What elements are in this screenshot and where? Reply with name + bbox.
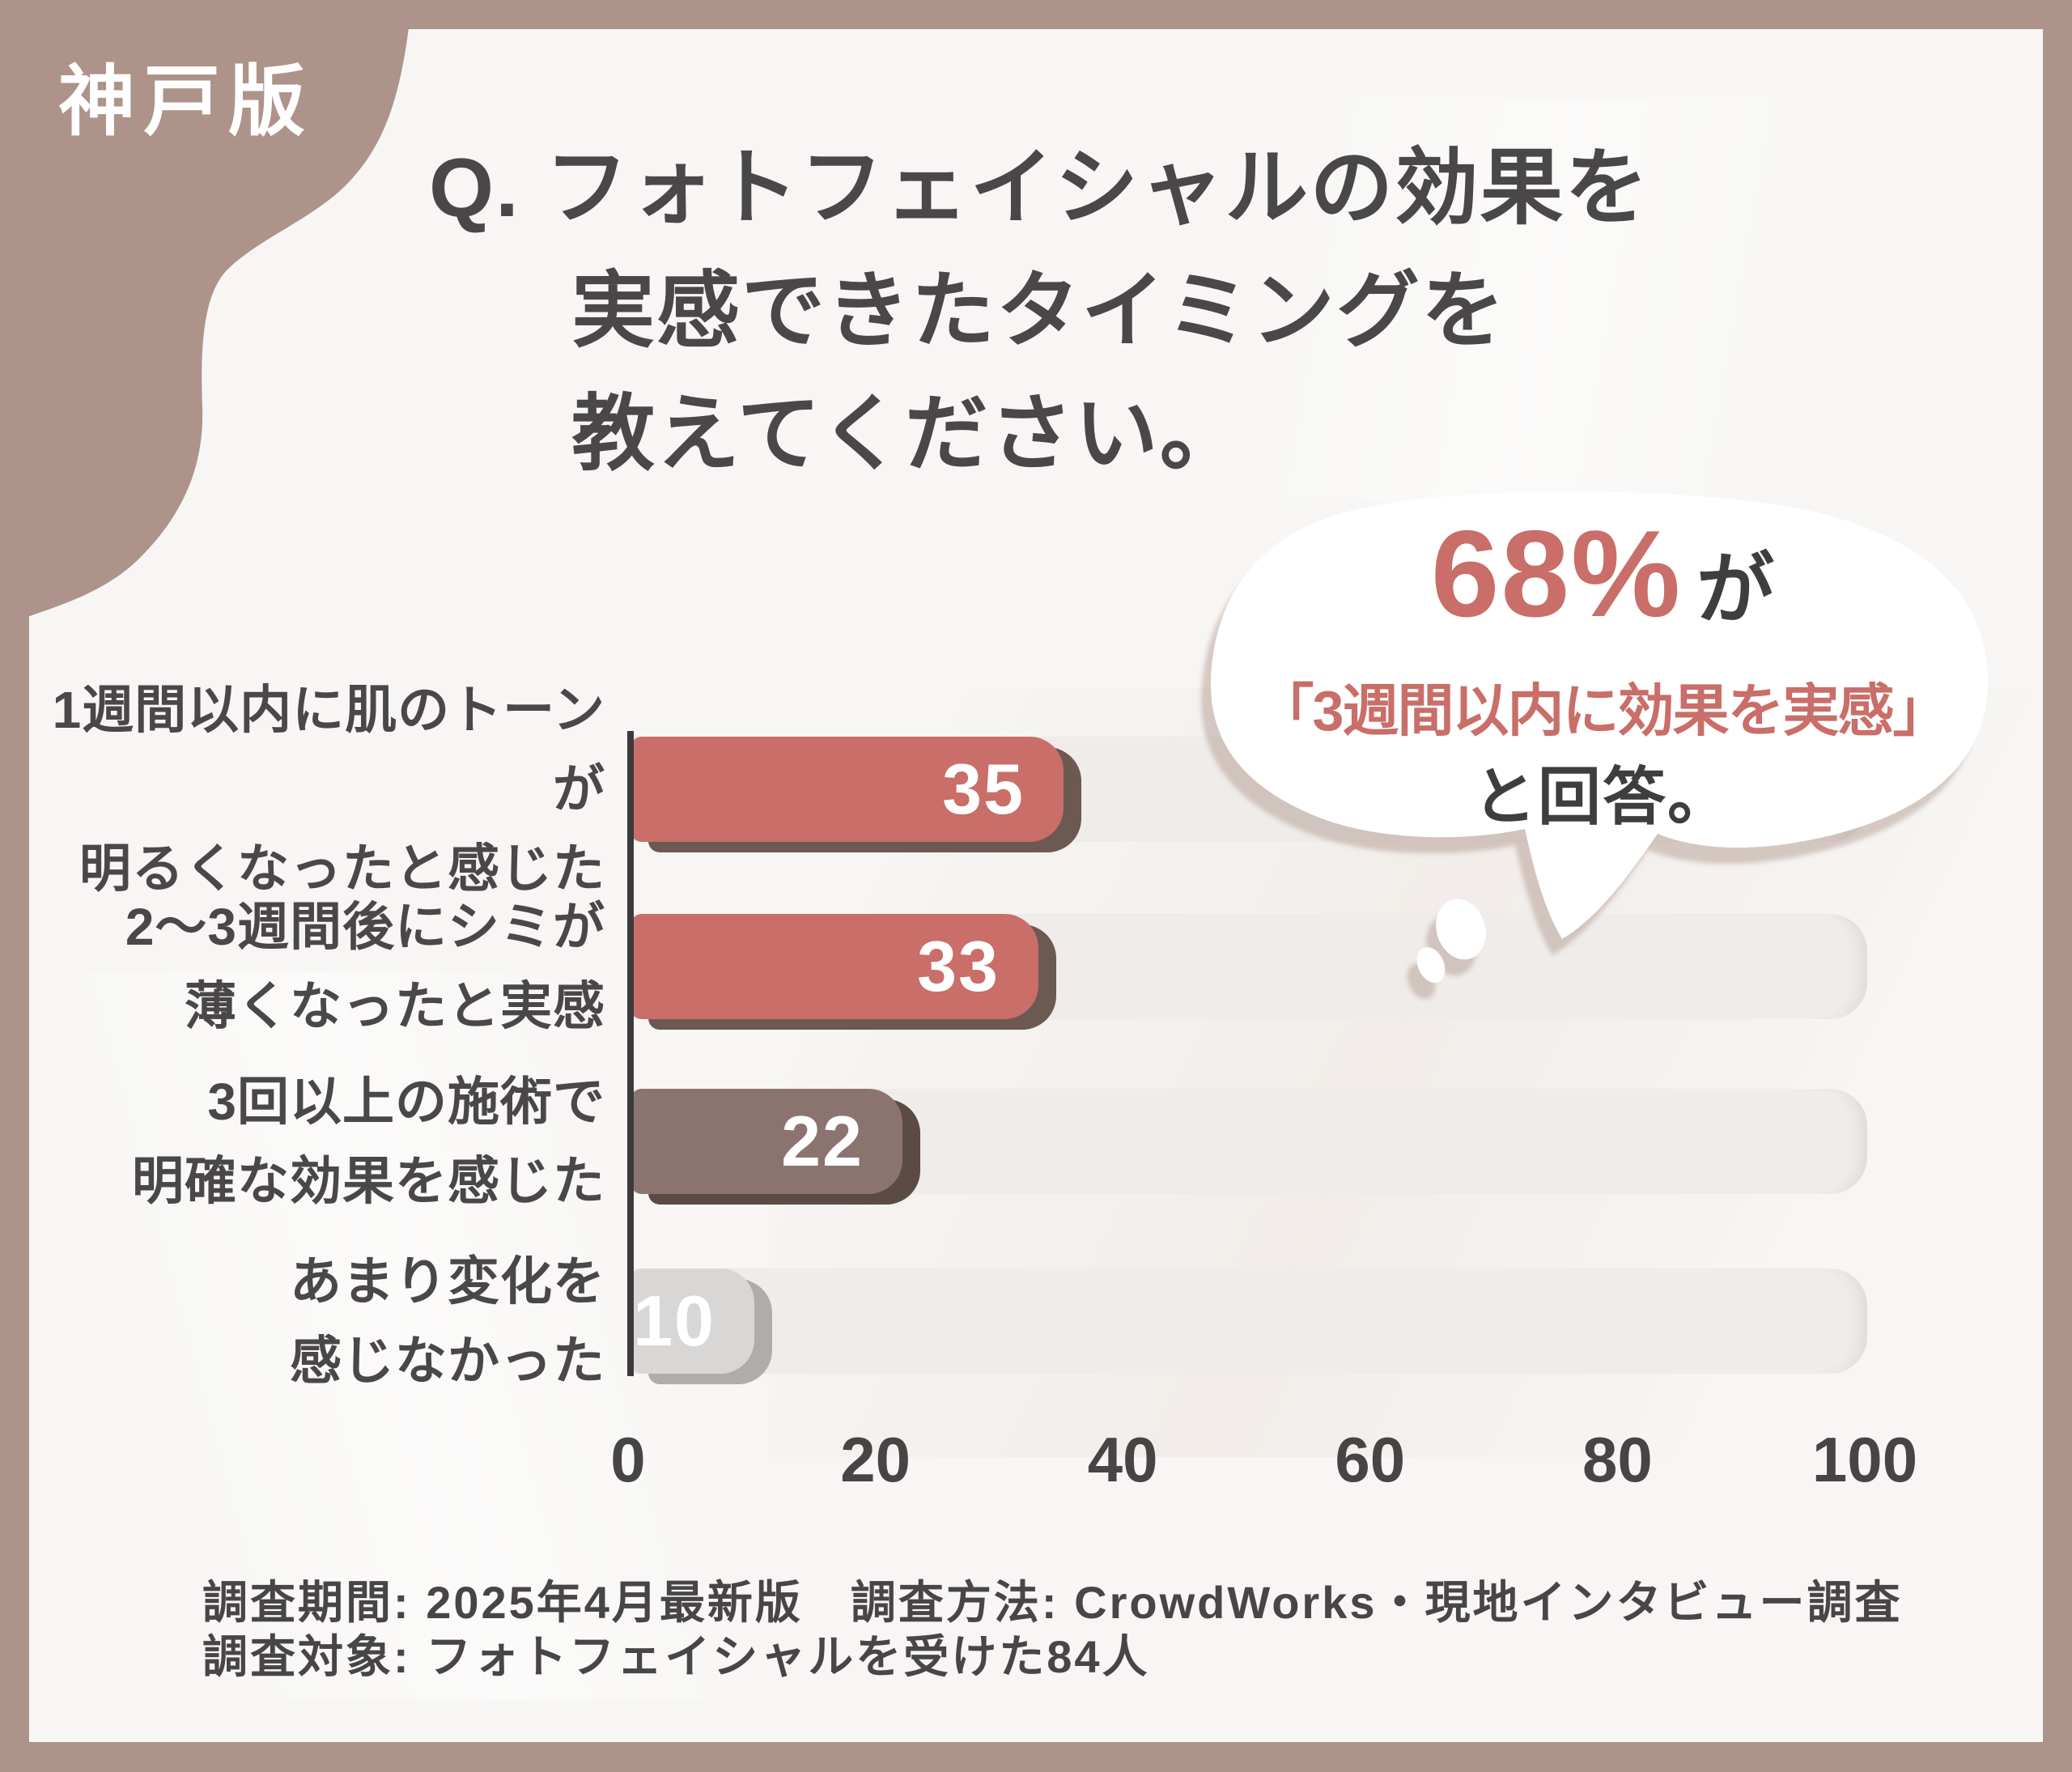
category-label-line: 明るくなったと感じた: [79, 839, 605, 898]
page-title-line1: Q. フォトフェイシャルの効果を: [429, 141, 1650, 234]
x-axis-tick-80: 80: [1582, 1424, 1653, 1495]
x-axis-tick-60: 60: [1335, 1424, 1406, 1495]
corner-blob-shape: [0, 0, 414, 622]
corner-decoration: [0, 0, 414, 622]
speech-bubble-shape: [1210, 491, 1989, 939]
x-axis-tick-40: 40: [1087, 1424, 1158, 1495]
category-label: 1週間以内に肌のトーンが明るくなったと感じた: [0, 670, 605, 908]
bubble-stat-suffix: が: [1696, 546, 1775, 633]
bar-value-label: 22: [781, 1101, 864, 1181]
speech-bubble-dot-large: [1436, 899, 1486, 960]
bar-track: [631, 1268, 1867, 1374]
bubble-answer: と回答。: [1472, 761, 1732, 832]
bar-value-label: 35: [942, 749, 1025, 829]
category-label-line: 1週間以内に肌のトーンが: [52, 681, 605, 818]
badge-region-label: 神戸版: [58, 60, 431, 145]
page-title-line3: 教えてください。: [571, 387, 1245, 480]
bar-1: 35: [631, 737, 1064, 842]
x-axis-tick-20: 20: [840, 1424, 911, 1495]
x-axis-tick-100: 100: [1811, 1424, 1918, 1495]
category-label-line: 2〜3週間後にシミが: [125, 898, 605, 956]
bubble-stat-value: 68%: [1430, 505, 1683, 643]
bubble-quote: 「3週間以内に効果を実感」: [1257, 679, 1950, 742]
speech-bubble-dot-small: [1416, 947, 1446, 983]
page-title-line2: 実感できたタイミングを: [571, 264, 1506, 357]
bubble-stat-line: 68% が: [1218, 504, 1987, 645]
badge-text: 神戸版: [58, 59, 314, 145]
bar-value-label: 33: [917, 926, 1000, 1006]
